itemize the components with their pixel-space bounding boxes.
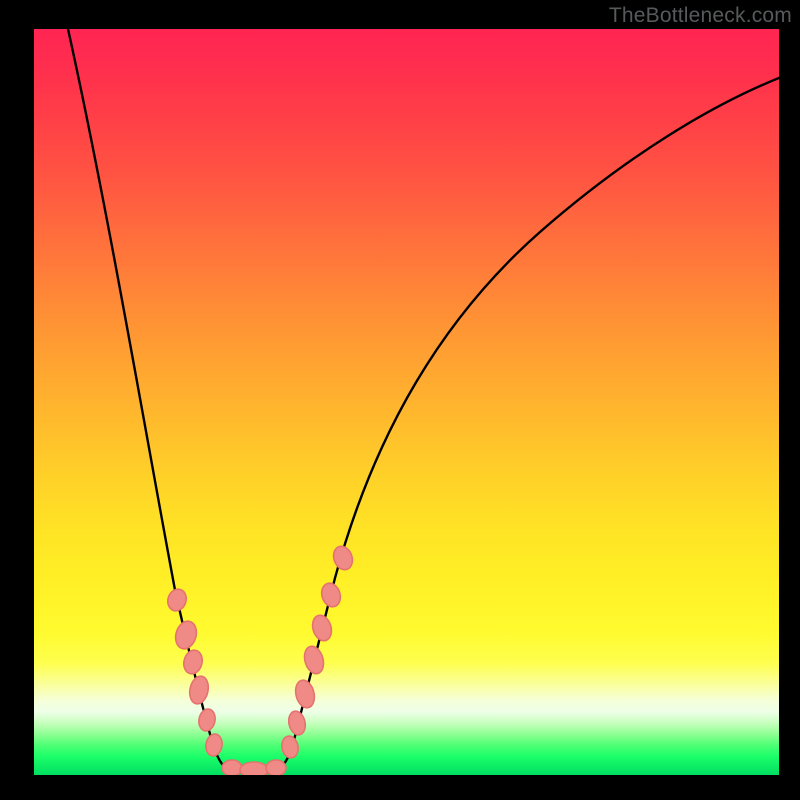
marker	[266, 760, 286, 776]
chart-canvas: TheBottleneck.com	[0, 0, 800, 800]
watermark-text: TheBottleneck.com	[609, 4, 792, 28]
bottleneck-chart	[0, 0, 800, 800]
marker	[222, 760, 242, 776]
plot-area	[34, 29, 779, 775]
